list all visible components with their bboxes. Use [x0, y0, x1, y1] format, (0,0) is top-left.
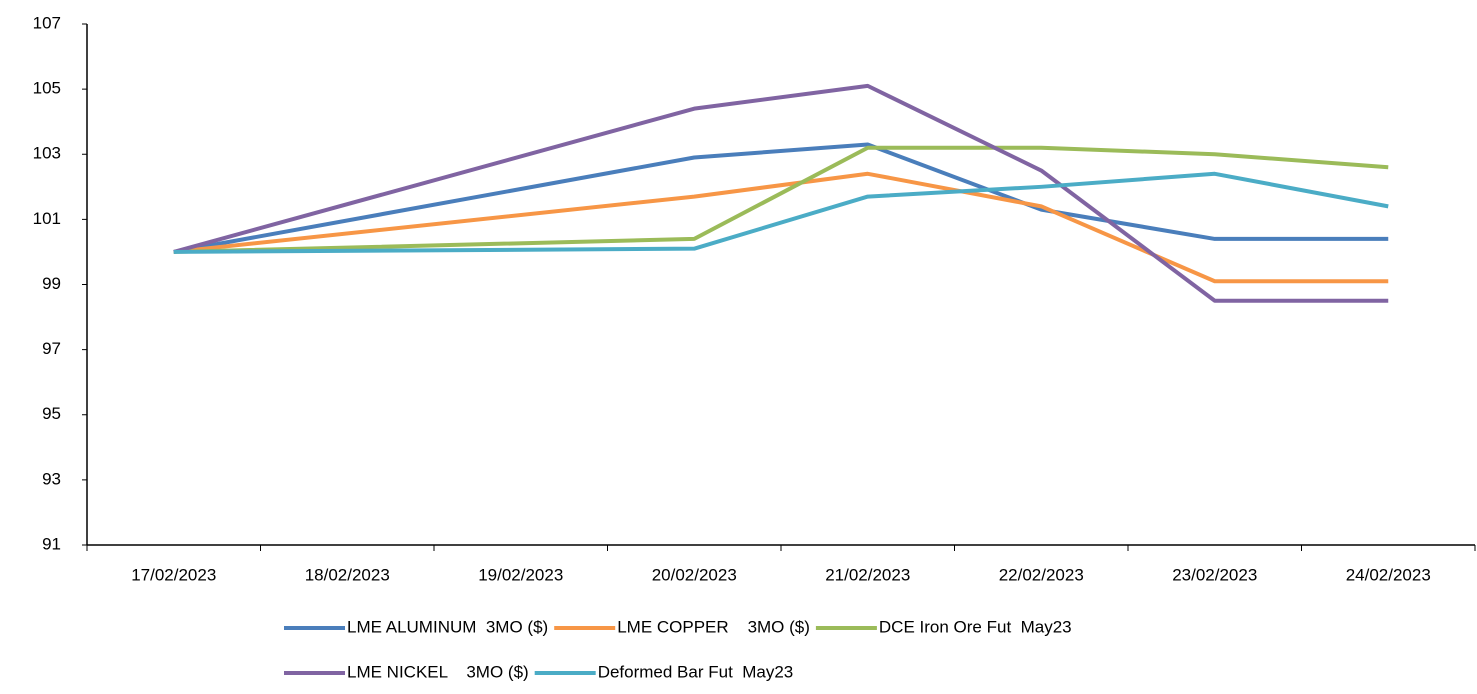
legend-label: LME COPPER 3MO ($) [617, 617, 810, 636]
y-tick-label: 105 [33, 79, 61, 98]
x-tick-label: 21/02/2023 [825, 565, 910, 584]
y-tick-label: 101 [33, 209, 61, 228]
series-line [173, 142, 1389, 254]
series-line [173, 171, 1389, 284]
y-tick-label: 95 [42, 404, 61, 423]
x-tick-label: 19/02/2023 [478, 565, 563, 584]
x-tick-label: 24/02/2023 [1346, 565, 1431, 584]
legend-label: LME ALUMINUM 3MO ($) [347, 617, 548, 636]
y-tick-label: 91 [42, 534, 61, 553]
y-tick-label: 103 [33, 144, 61, 163]
y-tick-label: 99 [42, 274, 61, 293]
series-line [173, 171, 1389, 254]
series-line [173, 145, 1389, 254]
series-line [173, 83, 1389, 303]
y-tick-label: 107 [33, 13, 61, 32]
legend-label: LME NICKEL 3MO ($) [347, 662, 529, 681]
legend-label: DCE Iron Ore Fut May23 [879, 617, 1072, 636]
y-tick-label: 93 [42, 469, 61, 488]
x-tick-label: 20/02/2023 [652, 565, 737, 584]
x-tick-label: 17/02/2023 [131, 565, 216, 584]
legend-label: Deformed Bar Fut May23 [598, 662, 794, 681]
x-tick-label: 23/02/2023 [1172, 565, 1257, 584]
x-tick-label: 22/02/2023 [999, 565, 1084, 584]
y-tick-label: 97 [42, 339, 61, 358]
x-tick-label: 18/02/2023 [305, 565, 390, 584]
